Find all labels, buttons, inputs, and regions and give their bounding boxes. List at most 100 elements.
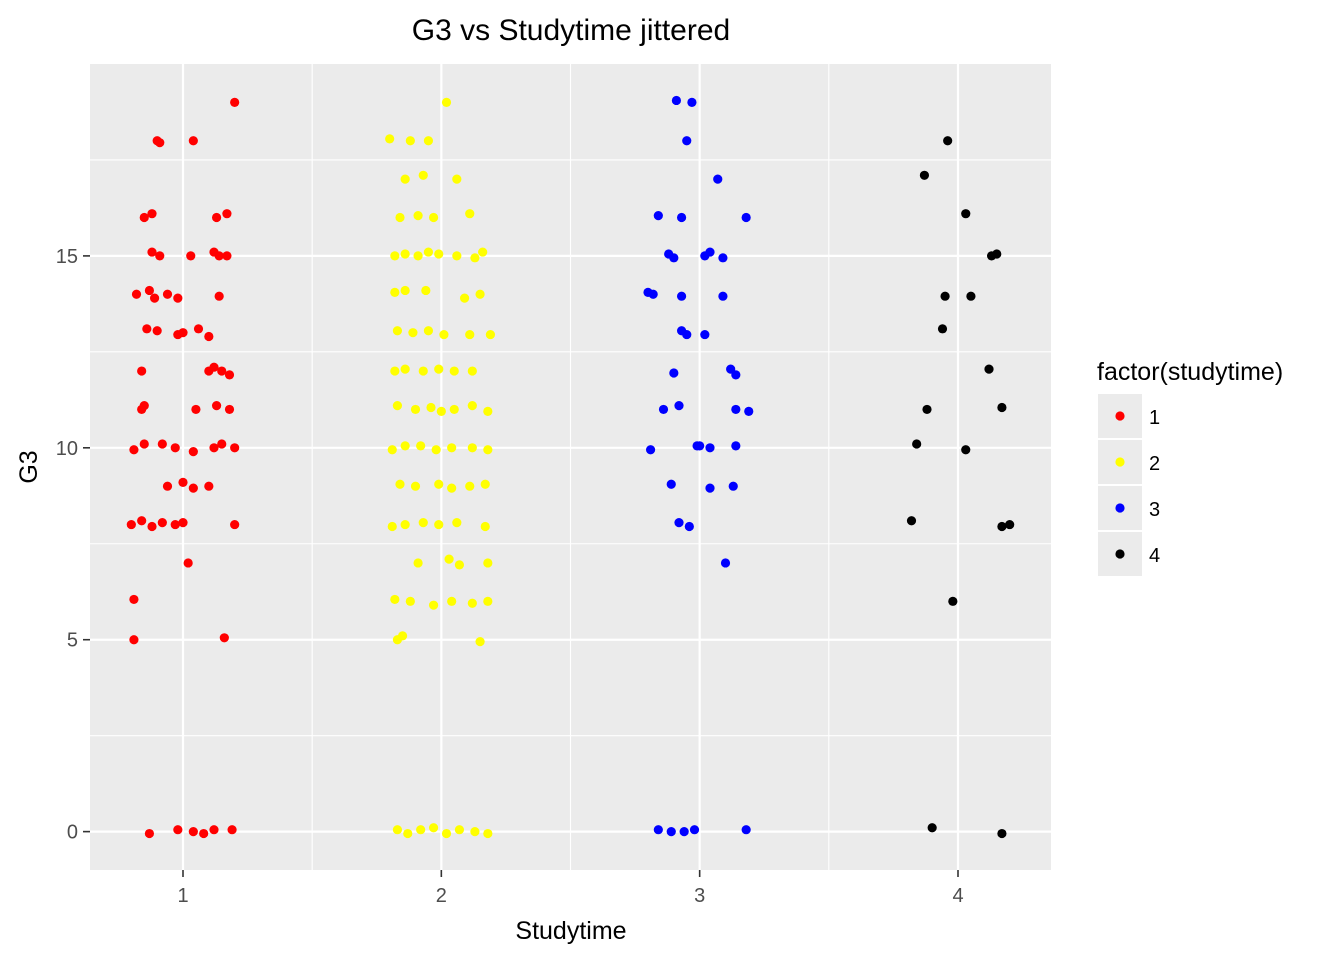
data-point xyxy=(170,519,180,530)
data-point xyxy=(444,554,454,564)
data-point xyxy=(961,445,971,455)
data-point xyxy=(428,212,439,223)
data-point xyxy=(961,209,971,219)
data-point xyxy=(684,521,694,532)
data-point xyxy=(390,251,400,261)
data-point xyxy=(183,558,193,568)
data-point xyxy=(188,447,198,457)
data-point xyxy=(418,518,428,528)
data-point xyxy=(139,400,149,411)
data-point xyxy=(390,594,400,605)
data-point xyxy=(919,170,930,180)
data-point xyxy=(217,366,227,376)
data-point xyxy=(653,211,663,221)
data-point xyxy=(387,445,397,455)
data-point xyxy=(403,828,413,839)
data-point xyxy=(400,174,410,184)
data-point xyxy=(431,445,441,455)
data-point xyxy=(731,370,741,380)
data-point xyxy=(186,251,196,261)
y-axis-label: G3 xyxy=(15,450,43,483)
data-point xyxy=(452,518,462,528)
data-point xyxy=(413,251,423,261)
data-point xyxy=(645,445,656,455)
series-1 xyxy=(126,97,240,839)
data-point xyxy=(211,400,222,411)
data-point xyxy=(428,600,439,610)
y-axis-ticks: 0 5 10 15 xyxy=(56,246,90,844)
data-point xyxy=(155,138,165,148)
data-point xyxy=(137,516,147,526)
legend-label: 3 xyxy=(1149,499,1160,521)
data-point xyxy=(454,560,465,570)
data-point xyxy=(483,406,493,416)
x-tick-label: 3 xyxy=(694,885,705,907)
series-2 xyxy=(385,97,496,839)
data-point xyxy=(149,293,160,303)
data-point xyxy=(400,519,410,530)
data-point xyxy=(449,404,459,415)
data-point xyxy=(142,324,152,334)
data-point xyxy=(214,251,224,261)
data-point xyxy=(392,400,403,411)
data-point xyxy=(447,596,457,606)
legend-marker xyxy=(1115,549,1125,559)
legend-label: 4 xyxy=(1149,545,1160,567)
data-point xyxy=(385,134,395,144)
data-point xyxy=(139,212,149,223)
data-point xyxy=(129,445,139,455)
data-point xyxy=(400,285,410,296)
data-point xyxy=(940,291,950,301)
data-point xyxy=(131,289,142,299)
data-point xyxy=(152,326,162,336)
data-point xyxy=(718,291,728,301)
legend-marker xyxy=(1115,411,1125,421)
data-point xyxy=(204,331,214,342)
data-point xyxy=(674,400,684,411)
data-point xyxy=(408,328,418,338)
data-point xyxy=(390,287,400,297)
data-point xyxy=(157,439,167,449)
data-point xyxy=(129,594,139,605)
x-tick-label: 2 xyxy=(436,885,447,907)
data-point xyxy=(705,247,715,257)
data-point xyxy=(434,364,444,374)
data-point xyxy=(459,293,470,303)
data-point xyxy=(720,558,731,568)
data-point xyxy=(211,212,222,223)
data-point xyxy=(439,329,449,340)
data-point xyxy=(392,326,403,336)
data-point xyxy=(480,521,490,532)
data-point xyxy=(209,825,219,835)
major-gridlines xyxy=(90,64,1051,870)
data-point xyxy=(224,404,235,415)
data-point xyxy=(390,366,400,376)
legend-label: 2 xyxy=(1149,453,1160,475)
data-point xyxy=(465,481,475,491)
y-tick-label: 10 xyxy=(56,438,78,460)
data-point xyxy=(470,827,480,837)
data-point xyxy=(731,441,741,451)
data-point xyxy=(666,479,676,489)
data-point xyxy=(418,170,428,180)
data-point xyxy=(669,368,679,378)
data-point xyxy=(467,443,477,453)
data-point xyxy=(485,329,496,340)
data-point xyxy=(400,441,410,451)
data-point xyxy=(222,209,232,219)
data-point xyxy=(395,212,405,223)
data-point xyxy=(173,825,183,835)
data-point xyxy=(392,825,403,835)
data-point xyxy=(927,823,937,833)
data-point xyxy=(155,251,165,261)
legend-item-4: 4 xyxy=(1098,532,1160,576)
data-point xyxy=(705,443,715,453)
data-point xyxy=(467,366,477,376)
data-point xyxy=(157,518,167,528)
data-point xyxy=(687,97,697,107)
minor-gridlines xyxy=(90,64,1051,870)
x-axis-label: Studytime xyxy=(515,917,626,945)
y-tick-label: 0 xyxy=(67,822,78,844)
data-point xyxy=(405,596,415,606)
legend: factor(studytime) 1 2 3 4 xyxy=(1097,358,1283,576)
